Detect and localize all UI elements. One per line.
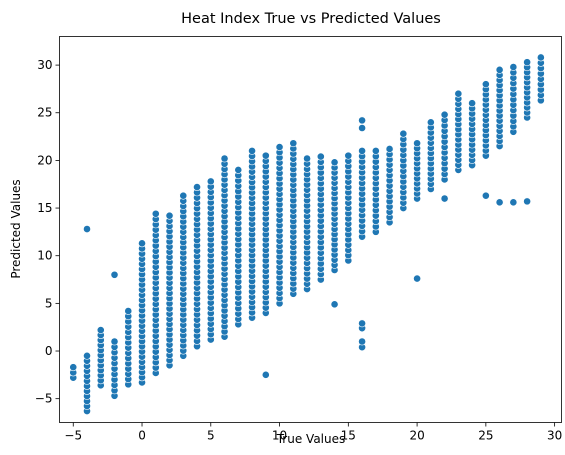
data-point <box>110 337 119 346</box>
data-point <box>399 129 408 138</box>
data-point <box>316 152 325 161</box>
outlier-point <box>440 194 449 203</box>
outlier-point <box>261 370 270 379</box>
data-point <box>179 191 188 200</box>
x-tick-label: 5 <box>207 429 215 443</box>
chart-title: Heat Index True vs Predicted Values <box>181 11 441 27</box>
y-tick-label: 20 <box>37 153 52 167</box>
data-point <box>234 166 243 174</box>
outlier-point <box>523 197 532 206</box>
data-point <box>344 151 353 160</box>
x-tick-label: 0 <box>138 429 146 443</box>
outlier-point <box>358 116 366 125</box>
x-tick-label: 10 <box>272 429 287 443</box>
y-tick-label: 30 <box>37 58 52 72</box>
data-point <box>289 139 298 148</box>
data-point <box>69 363 78 372</box>
x-axis: −5 0 5 10 15 20 25 30 <box>64 422 562 443</box>
y-axis: −5 0 5 10 15 20 25 30 <box>35 58 60 406</box>
data-point <box>371 146 380 155</box>
data-point <box>536 53 545 62</box>
y-axis-label: Predicted Values <box>9 179 23 278</box>
outlier-point <box>495 198 504 207</box>
data-point <box>96 326 105 334</box>
x-tick-label: 25 <box>478 429 493 443</box>
outlier-point <box>110 270 119 279</box>
y-tick-label: 5 <box>45 296 53 310</box>
data-point <box>358 146 366 155</box>
data-point <box>385 145 394 153</box>
outlier-point <box>509 198 518 207</box>
plot-frame <box>59 36 562 423</box>
data-point <box>481 80 490 89</box>
outlier-point <box>481 191 490 200</box>
data-point <box>509 63 518 71</box>
outlier-point <box>330 300 339 309</box>
y-tick-label: −5 <box>35 392 53 406</box>
y-tick-label: 15 <box>37 201 52 215</box>
data-point <box>248 146 256 155</box>
data-point <box>440 110 449 119</box>
data-point <box>426 118 435 127</box>
data-point <box>495 65 504 74</box>
outlier-point <box>358 337 366 346</box>
data-point <box>468 99 476 108</box>
x-tick-label: 15 <box>341 429 356 443</box>
y-tick-label: 25 <box>37 106 52 120</box>
data-point <box>220 154 229 163</box>
x-axis-label: True Values <box>276 432 346 446</box>
data-point <box>261 151 270 160</box>
data-point <box>151 209 160 218</box>
data-point <box>330 158 339 167</box>
data-point <box>83 351 91 360</box>
data-point <box>303 154 311 163</box>
x-tick-label: 20 <box>409 429 424 443</box>
data-point <box>523 58 532 67</box>
data-point <box>165 211 174 220</box>
x-tick-label: 30 <box>547 429 562 443</box>
data-point <box>138 239 146 248</box>
data-point <box>275 143 284 151</box>
outlier-point <box>83 225 91 233</box>
outlier-point <box>358 319 366 328</box>
x-tick-label: −5 <box>64 429 82 443</box>
y-tick-label: 0 <box>45 344 53 358</box>
outlier-point <box>413 274 421 283</box>
data-point <box>193 183 201 191</box>
data-point <box>206 177 215 186</box>
data-point <box>454 89 463 98</box>
y-tick-label: 10 <box>37 249 52 263</box>
data-point <box>413 139 421 148</box>
outlier-point <box>358 124 366 132</box>
data-points <box>69 53 545 415</box>
data-point <box>124 307 133 315</box>
